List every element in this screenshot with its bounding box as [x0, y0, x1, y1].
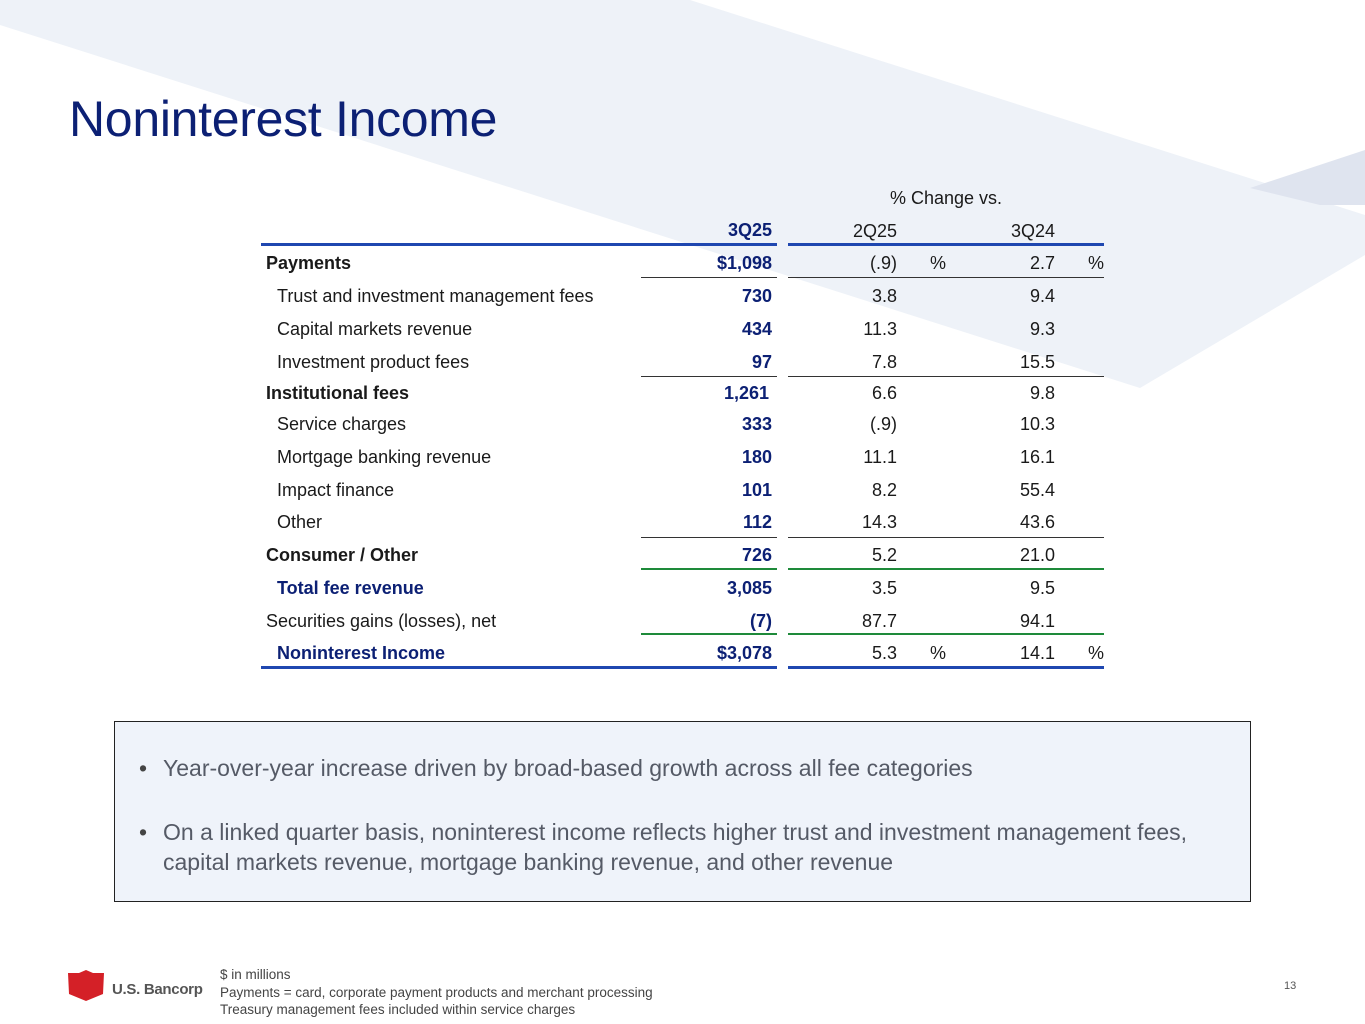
row-label: Payments [266, 253, 352, 273]
row-label: Service charges [277, 414, 407, 434]
bullet-text: On a linked quarter basis, noninterest i… [163, 819, 1188, 875]
row-change-2q25: 3.5 [871, 578, 897, 598]
row-label: Institutional fees [266, 383, 410, 403]
row-label: Securities gains (losses), net [266, 611, 497, 631]
row-value-3q25: $3,078 [716, 643, 772, 663]
row-change-2q25: 3.8 [871, 286, 897, 306]
row-value-3q25: 97 [751, 352, 772, 372]
page-title: Noninterest Income [69, 91, 498, 147]
footnote: Payments = card, corporate payment produ… [220, 985, 653, 1000]
row-change-2q25: 87.7 [861, 611, 897, 631]
row-label: Mortgage banking revenue [277, 447, 492, 467]
row-value-3q25: 101 [741, 480, 772, 500]
bullet-glyph: • [139, 755, 148, 781]
row-change-2q25: 11.1 [863, 447, 897, 467]
row-change-2q25: (.9) [870, 414, 897, 434]
row-change-2q25: 8.2 [871, 480, 897, 500]
payments-rule-left [641, 277, 777, 278]
row-change-3q24: 94.1 [1019, 611, 1055, 631]
row-value-3q25: (7) [750, 611, 772, 631]
row-change-2q25: 5.2 [871, 545, 897, 565]
payments-rule-right [788, 277, 1104, 278]
bullet-item: • On a linked quarter basis, noninterest… [139, 817, 1223, 877]
consumer-rule-right [788, 537, 1104, 538]
percent-sign: % [930, 643, 947, 663]
row-change-3q24: 14.1 [1019, 643, 1055, 663]
row-value-3q25: $1,098 [716, 253, 772, 273]
row-change-2q25: 11.3 [863, 319, 897, 339]
total-fee-rule-left [641, 568, 777, 570]
row-change-3q24: 21.0 [1019, 545, 1055, 565]
institutional-rule-right [788, 376, 1104, 377]
row-value-3q25: 112 [742, 512, 772, 532]
row-label: Investment product fees [277, 352, 470, 372]
footnote: $ in millions [220, 967, 291, 982]
row-change-3q24: 9.3 [1029, 319, 1055, 339]
row-value-3q25: 3,085 [726, 578, 772, 598]
securities-rule-right [788, 633, 1104, 635]
row-label: Consumer / Other [266, 545, 419, 565]
row-change-3q24: 9.4 [1029, 286, 1055, 306]
footnote: Treasury management fees included within… [220, 1002, 576, 1017]
logo-text: U.S. Bancorp [112, 981, 203, 998]
institutional-rule-left [641, 376, 777, 377]
row-change-3q24: 9.8 [1029, 383, 1055, 403]
row-label: Impact finance [277, 480, 395, 500]
percent-sign: % [1088, 643, 1105, 663]
row-change-3q24: 43.6 [1019, 512, 1055, 532]
footer-rule-right [788, 666, 1104, 669]
header-rule-right [788, 243, 1104, 246]
bancorp-shield-icon [68, 970, 104, 1001]
row-change-2q25: 14.3 [861, 512, 897, 532]
row-change-3q24: 55.4 [1019, 480, 1055, 500]
row-value-3q25: 434 [741, 319, 772, 339]
row-change-3q24: 9.5 [1029, 578, 1055, 598]
row-value-3q25: 730 [741, 286, 772, 306]
row-change-3q24: 2.7 [1029, 253, 1055, 273]
noninterest-income-table: % Change vs. 3Q25 2Q25 3Q24 Payments $1,… [261, 188, 1105, 669]
row-label: Other [277, 512, 323, 532]
row-change-2q25: 5.3 [871, 643, 897, 663]
row-change-2q25: 6.6 [871, 383, 897, 403]
page-number: 13 [1284, 980, 1297, 992]
row-value-3q25: 1,261 [723, 383, 769, 403]
col-header-2q25: 2Q25 [852, 221, 897, 241]
total-fee-rule-right [788, 568, 1104, 570]
group-header: % Change vs. [890, 188, 1003, 208]
bullet-glyph: • [139, 819, 148, 845]
percent-sign: % [930, 253, 947, 273]
row-change-3q24: 15.5 [1019, 352, 1055, 372]
bullet-text: Year-over-year increase driven by broad-… [163, 755, 973, 781]
row-change-3q24: 10.3 [1019, 414, 1055, 434]
percent-sign: % [1088, 253, 1105, 273]
col-header-3q24: 3Q24 [1010, 221, 1055, 241]
row-value-3q25: 333 [741, 414, 772, 434]
row-label: Noninterest Income [277, 643, 446, 663]
securities-rule-left [641, 633, 777, 635]
consumer-rule-left [641, 537, 777, 538]
row-label: Total fee revenue [277, 578, 424, 598]
commentary-box: • Year-over-year increase driven by broa… [114, 721, 1251, 902]
row-value-3q25: 726 [741, 545, 772, 565]
col-header-3q25: 3Q25 [727, 220, 772, 240]
footer-rule-left [261, 666, 777, 669]
row-label: Capital markets revenue [277, 319, 473, 339]
row-change-3q24: 16.1 [1019, 447, 1055, 467]
row-label: Trust and investment management fees [277, 286, 594, 306]
row-change-2q25: (.9) [870, 253, 897, 273]
bullet-item: • Year-over-year increase driven by broa… [139, 753, 1223, 783]
row-value-3q25: 180 [741, 447, 772, 467]
header-rule-left [261, 243, 777, 246]
row-change-2q25: 7.8 [871, 352, 897, 372]
